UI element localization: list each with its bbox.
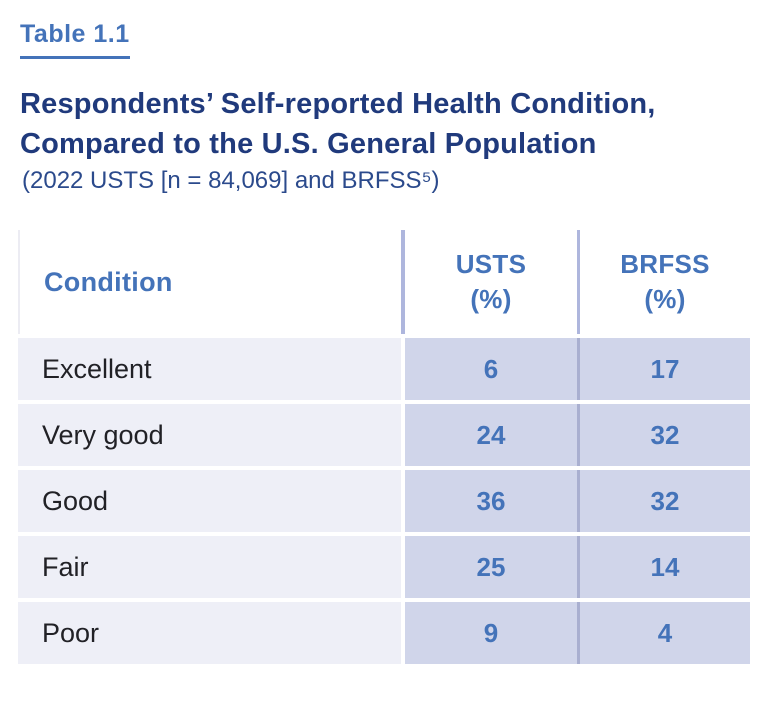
column-divider [577, 404, 580, 466]
header-divider-2 [577, 230, 580, 334]
column-header-brfss-name: BRFSS [620, 249, 710, 279]
table-row-poor: Poor 9 4 [18, 602, 750, 664]
brfss-value-cell: 17 [580, 338, 750, 400]
usts-value-cell: 24 [405, 404, 577, 466]
condition-cell: Fair [18, 536, 401, 598]
usts-value-cell: 25 [405, 536, 577, 598]
column-divider [577, 470, 580, 532]
column-gap [401, 602, 405, 664]
table-header-row: Condition USTS (%) BRFSS (%) [18, 230, 750, 334]
column-header-brfss-unit: (%) [644, 284, 686, 314]
condition-cell: Good [18, 470, 401, 532]
column-gap [401, 338, 405, 400]
page-subtitle: (2022 USTS [n = 84,069] and BRFSS⁵) [22, 167, 440, 194]
usts-value-cell: 36 [405, 470, 577, 532]
brfss-value-cell: 32 [580, 470, 750, 532]
column-gap [401, 404, 405, 466]
page-title-line2: Compared to the U.S. General Population [20, 128, 597, 160]
table-row-good: Good 36 32 [18, 470, 750, 532]
page-title: Respondents’ Self-reported Health Condit… [20, 84, 762, 164]
brfss-value-cell: 14 [580, 536, 750, 598]
column-header-usts: USTS (%) [405, 230, 577, 334]
table-row-excellent: Excellent 6 17 [18, 338, 750, 400]
column-header-usts-name: USTS [455, 249, 527, 279]
column-header-condition: Condition [18, 230, 401, 334]
column-divider [577, 338, 580, 400]
brfss-value-cell: 4 [580, 602, 750, 664]
header-divider-1 [401, 230, 405, 334]
usts-value-cell: 9 [405, 602, 577, 664]
table-number-label: Table 1.1 [20, 20, 130, 59]
column-header-brfss: BRFSS (%) [580, 230, 750, 334]
condition-cell: Poor [18, 602, 401, 664]
brfss-value-cell: 32 [580, 404, 750, 466]
condition-cell: Very good [18, 404, 401, 466]
table-row-very-good: Very good 24 32 [18, 404, 750, 466]
column-gap [401, 536, 405, 598]
column-gap [401, 470, 405, 532]
column-divider [577, 602, 580, 664]
condition-cell: Excellent [18, 338, 401, 400]
usts-value-cell: 6 [405, 338, 577, 400]
column-divider [577, 536, 580, 598]
table-row-fair: Fair 25 14 [18, 536, 750, 598]
column-header-usts-unit: (%) [470, 284, 512, 314]
health-condition-table: Condition USTS (%) BRFSS (%) Excellent 6… [18, 230, 750, 664]
page-title-line1: Respondents’ Self-reported Health Condit… [20, 88, 656, 120]
